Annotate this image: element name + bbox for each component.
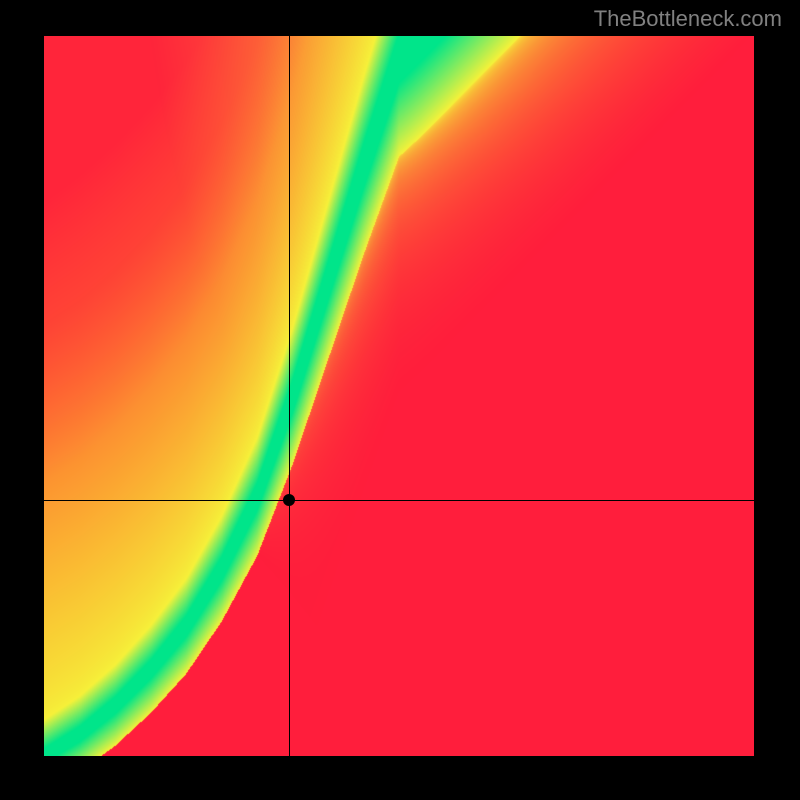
heatmap-canvas xyxy=(44,36,754,756)
heatmap-plot xyxy=(44,36,754,756)
crosshair-marker xyxy=(283,494,295,506)
crosshair-vertical xyxy=(289,36,290,756)
crosshair-horizontal xyxy=(44,500,754,501)
watermark-text: TheBottleneck.com xyxy=(594,6,782,32)
